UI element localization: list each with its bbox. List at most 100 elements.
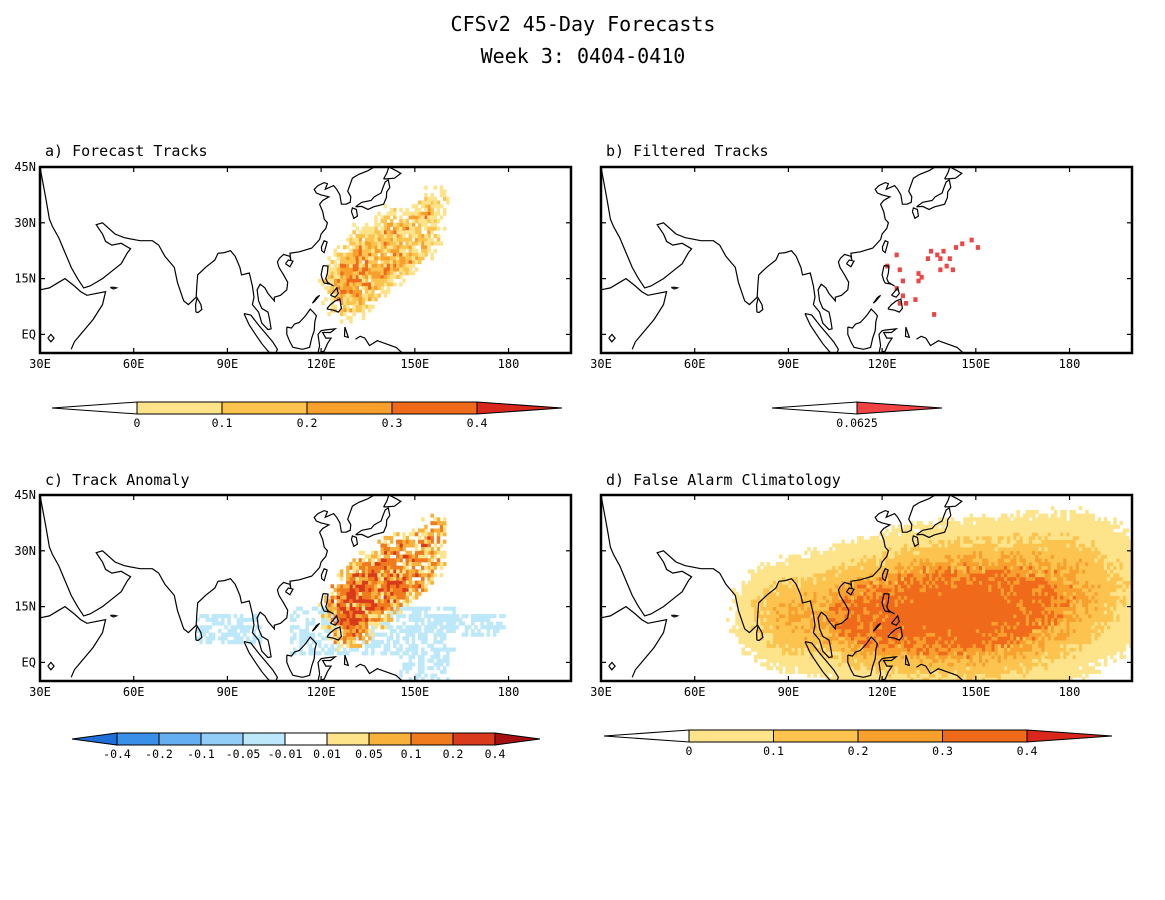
field-cell: [913, 599, 917, 604]
field-cell: [804, 651, 808, 656]
field-cell: [816, 658, 821, 663]
field-cell: [800, 588, 805, 593]
field-cell: [822, 673, 827, 678]
field-cell: [953, 636, 958, 641]
field-cell: [208, 632, 213, 637]
field-cell: [804, 606, 808, 611]
field-cell: [953, 535, 958, 541]
field-cell: [950, 524, 955, 529]
field-cell: [754, 658, 758, 663]
field-cell: [433, 185, 438, 190]
field-cell: [311, 606, 316, 611]
field-cell: [433, 625, 438, 630]
field-cell: [392, 226, 397, 231]
field-cell: [371, 230, 375, 235]
field-cell: [832, 632, 836, 637]
field-cell: [492, 625, 497, 630]
field-cell: [324, 606, 328, 611]
field-cell: [916, 588, 920, 593]
field-cell: [352, 274, 356, 279]
field-cell: [442, 226, 447, 231]
field-cell: [966, 662, 970, 667]
field-cell: [779, 595, 783, 600]
field-cell: [355, 602, 359, 607]
field-cell: [405, 219, 409, 224]
field-cell: [910, 543, 914, 548]
field-cell: [825, 669, 830, 674]
field-cell: [822, 643, 827, 648]
field-cell: [408, 654, 413, 660]
field-cell: [741, 632, 746, 637]
field-cell: [938, 647, 942, 652]
field-cell: [907, 599, 911, 604]
lat-tick-label: 45N: [14, 488, 36, 502]
field-cell: [910, 614, 914, 619]
field-cell: [900, 654, 905, 660]
field-cell: [744, 640, 749, 645]
field-cell: [411, 543, 416, 548]
field-cell: [349, 588, 353, 593]
field-cell: [794, 569, 799, 574]
field-cell: [775, 602, 780, 607]
field-cell: [339, 573, 344, 578]
field-cell: [807, 595, 811, 600]
field-cell: [439, 658, 444, 663]
field-cell: [782, 610, 786, 615]
field-cell: [252, 640, 256, 645]
field-cell: [944, 621, 949, 626]
field-cell: [860, 628, 864, 634]
field-cell: [875, 573, 880, 578]
field-cell: [744, 591, 749, 596]
field-cell: [324, 614, 328, 619]
field-cell: [791, 625, 796, 630]
field-cell: [872, 673, 877, 678]
field-cell: [938, 610, 942, 615]
field-cell: [985, 569, 989, 574]
field-cell: [838, 647, 842, 652]
field-cell: [807, 617, 811, 622]
field-cell: [352, 628, 356, 634]
field-cell: [941, 573, 945, 578]
field-cell: [383, 584, 388, 589]
field-cell: [367, 558, 372, 563]
field-cell: [960, 628, 964, 634]
field-cell: [417, 215, 422, 220]
field-cell: [857, 599, 861, 604]
field-cell: [878, 588, 883, 593]
field-cell: [430, 256, 434, 261]
field-cell: [963, 588, 967, 593]
field-cell: [835, 591, 839, 596]
field-cell: [218, 636, 222, 641]
field-cell: [925, 550, 930, 555]
field-cell: [972, 662, 977, 667]
field-cell: [804, 669, 808, 674]
field-cell: [383, 554, 388, 559]
field-cell: [910, 580, 914, 585]
field-cell: [969, 673, 974, 678]
field-cell: [305, 610, 310, 615]
field-cell: [794, 580, 799, 585]
field-cell: [982, 647, 986, 652]
field-cell: [405, 554, 409, 559]
field-cell: [396, 576, 400, 581]
field-cell: [988, 602, 992, 607]
field-cell: [227, 640, 231, 645]
field-cell: [825, 554, 830, 559]
field-cell: [324, 278, 328, 283]
field-cell: [863, 647, 867, 652]
field-cell: [988, 532, 992, 537]
field-cell: [772, 621, 777, 626]
field-cell: [239, 636, 244, 641]
field-cell: [844, 584, 849, 589]
field-cell: [947, 677, 952, 681]
field-cell: [374, 550, 378, 555]
field-cell: [489, 614, 494, 619]
field-cell: [427, 614, 431, 619]
field-cell: [427, 666, 431, 671]
field-cell: [346, 640, 350, 645]
field-cell: [816, 640, 821, 645]
field-cell: [988, 617, 992, 622]
field-cell: [367, 617, 372, 622]
field-cell: [499, 625, 503, 630]
field-cell: [249, 617, 253, 622]
